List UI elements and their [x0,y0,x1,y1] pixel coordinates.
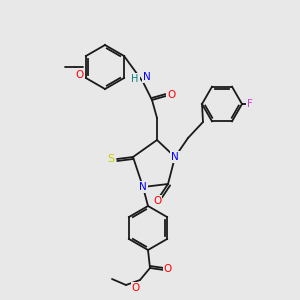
Text: N: N [139,182,147,192]
Text: O: O [132,283,140,293]
Text: S: S [107,154,115,164]
Text: O: O [164,264,172,274]
Text: N: N [143,72,151,82]
Text: O: O [76,70,84,80]
Text: N: N [171,152,179,162]
Text: O: O [167,90,175,100]
Text: F: F [247,99,253,109]
Text: O: O [153,196,161,206]
Text: H: H [131,74,139,84]
